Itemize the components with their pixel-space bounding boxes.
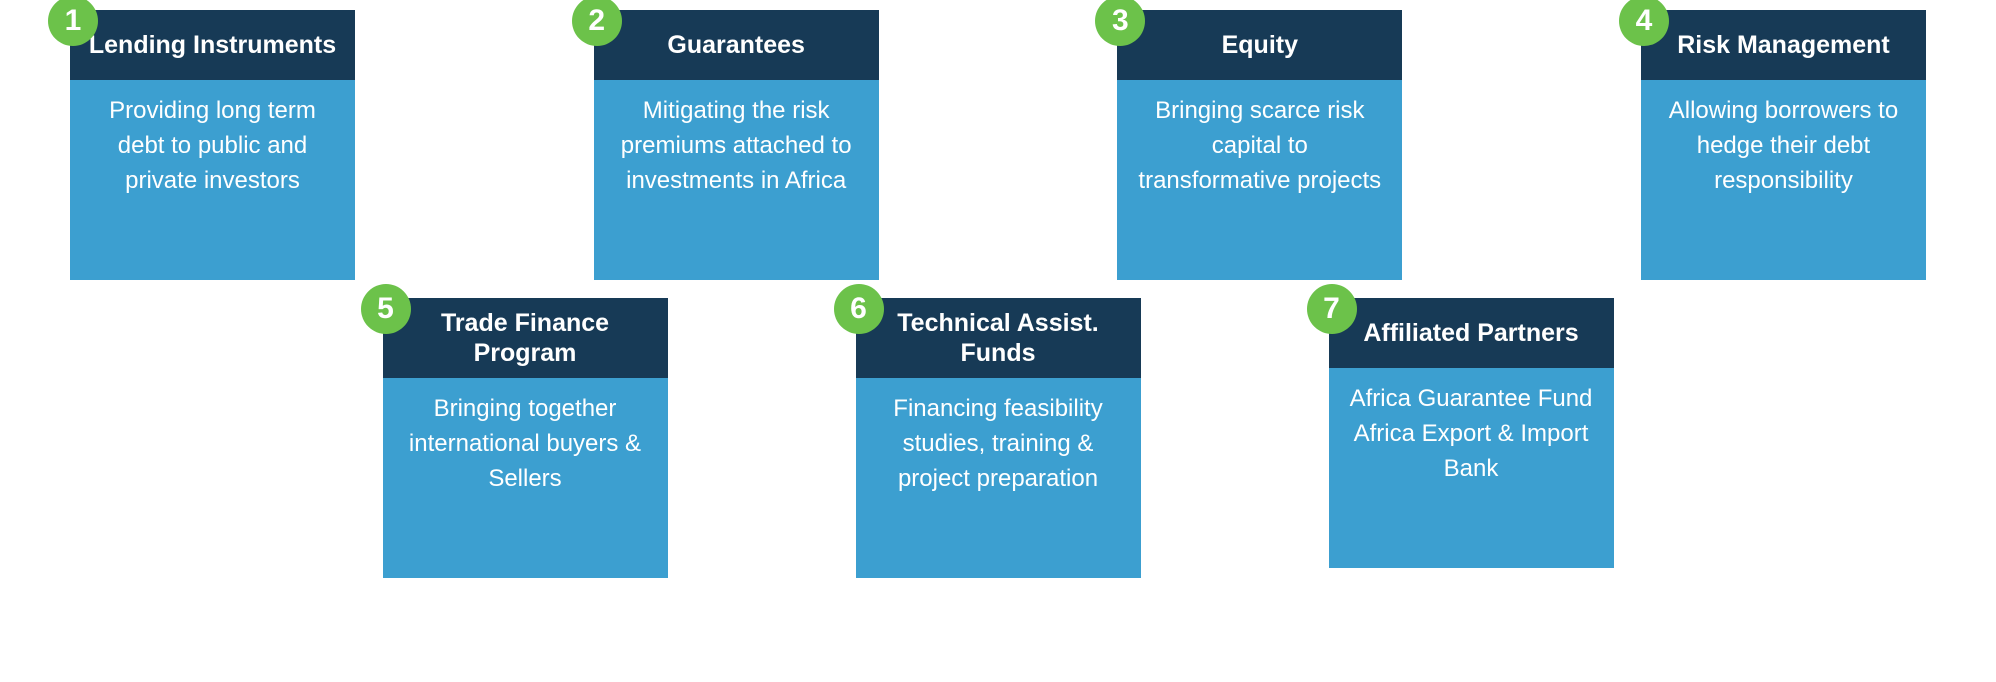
badge-number-icon: 6 bbox=[834, 284, 884, 334]
badge-number-icon: 5 bbox=[361, 284, 411, 334]
card-technical-assist: 6 Technical Assist. Funds Financing feas… bbox=[856, 298, 1141, 578]
badge-number-icon: 2 bbox=[572, 0, 622, 46]
card-description: Bringing scarce risk capital to transfor… bbox=[1117, 80, 1402, 280]
card-title: Equity bbox=[1117, 10, 1402, 80]
card-title: Guarantees bbox=[594, 10, 879, 80]
card-title: Lending Instruments bbox=[70, 10, 355, 80]
infographic-container: 1 Lending Instruments Providing long ter… bbox=[0, 0, 1996, 682]
card-description: Mitigating the risk premiums attached to… bbox=[594, 80, 879, 280]
card-description: Financing feasibility studies, training … bbox=[856, 378, 1141, 578]
card-guarantees: 2 Guarantees Mitigating the risk premium… bbox=[594, 10, 879, 280]
row-2: 5 Trade Finance Program Bringing togethe… bbox=[60, 298, 1936, 578]
card-description: Allowing borrowers to hedge their debt r… bbox=[1641, 80, 1926, 280]
card-lending-instruments: 1 Lending Instruments Providing long ter… bbox=[70, 10, 355, 280]
badge-number-icon: 7 bbox=[1307, 284, 1357, 334]
card-title: Affiliated Partners bbox=[1329, 298, 1614, 368]
card-risk-management: 4 Risk Management Allowing borrowers to … bbox=[1641, 10, 1926, 280]
card-description: Providing long term debt to public and p… bbox=[70, 80, 355, 280]
card-equity: 3 Equity Bringing scarce risk capital to… bbox=[1117, 10, 1402, 280]
card-description: Africa Guarantee FundAfrica Export & Imp… bbox=[1329, 368, 1614, 568]
card-trade-finance: 5 Trade Finance Program Bringing togethe… bbox=[383, 298, 668, 578]
card-title: Technical Assist. Funds bbox=[856, 298, 1141, 378]
row-1: 1 Lending Instruments Providing long ter… bbox=[60, 10, 1936, 280]
card-title: Risk Management bbox=[1641, 10, 1926, 80]
card-title: Trade Finance Program bbox=[383, 298, 668, 378]
card-affiliated-partners: 7 Affiliated Partners Africa Guarantee F… bbox=[1329, 298, 1614, 578]
card-description: Bringing together international buyers &… bbox=[383, 378, 668, 578]
